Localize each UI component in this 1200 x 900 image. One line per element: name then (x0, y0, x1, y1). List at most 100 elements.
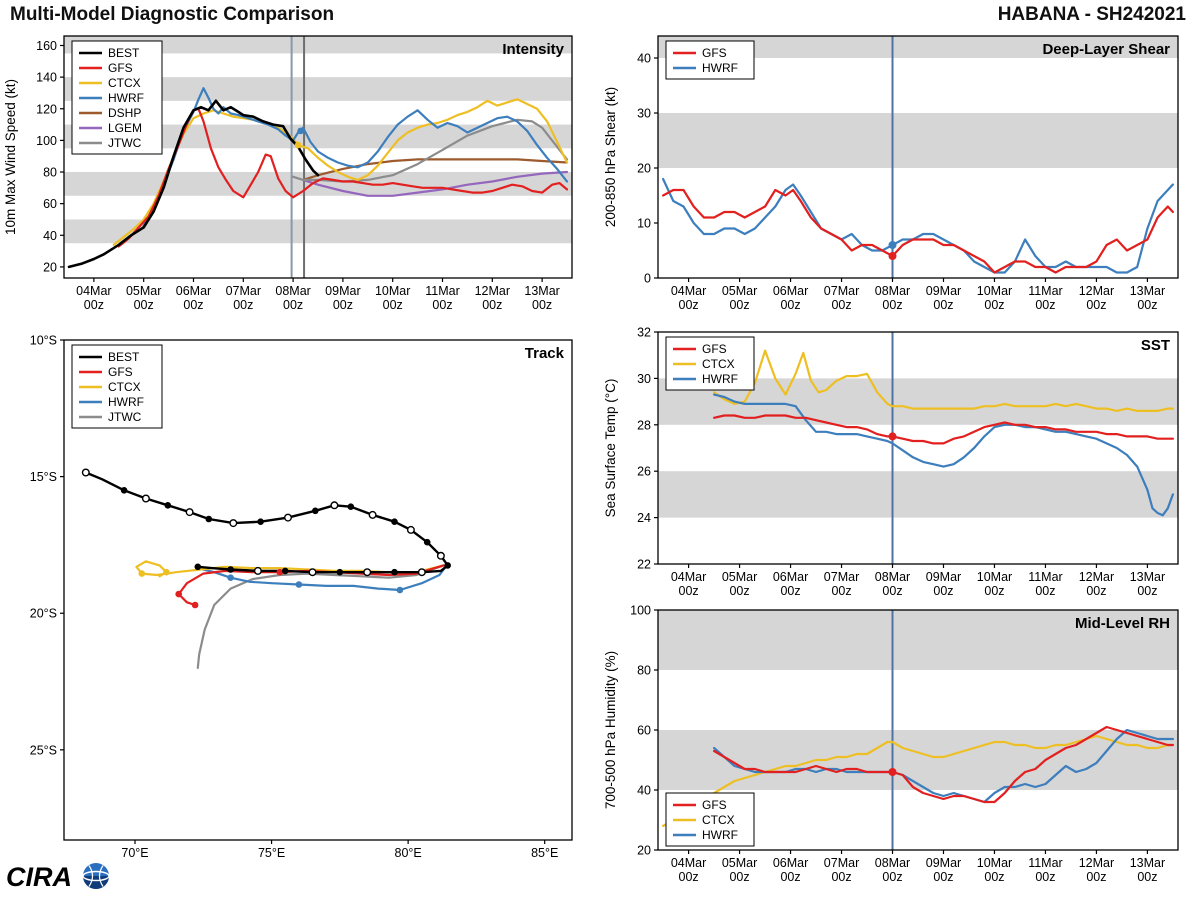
svg-text:CTCX: CTCX (108, 380, 141, 394)
svg-text:30: 30 (637, 372, 651, 386)
svg-text:0: 0 (644, 272, 651, 286)
svg-text:JTWC: JTWC (108, 136, 142, 150)
svg-text:80°E: 80°E (395, 846, 422, 860)
svg-text:00z: 00z (984, 584, 1004, 598)
svg-text:00z: 00z (1137, 298, 1157, 312)
shear-panel-label: Deep-Layer Shear (1042, 41, 1170, 58)
svg-text:09Mar: 09Mar (325, 284, 360, 298)
svg-text:00z: 00z (84, 298, 104, 312)
svg-text:70°E: 70°E (121, 846, 148, 860)
storm-title: HABANA - SH242021 (997, 4, 1186, 25)
svg-text:75°E: 75°E (258, 846, 285, 860)
svg-text:04Mar: 04Mar (671, 570, 706, 584)
svg-text:85°E: 85°E (531, 846, 558, 860)
svg-text:04Mar: 04Mar (671, 856, 706, 870)
rh-panel: 04Mar 00z 05Mar 00z 06Mar 00z 07Mar 00z 08Mar 00z… (600, 602, 1200, 900)
svg-text:00z: 00z (283, 298, 303, 312)
svg-text:12Mar: 12Mar (1079, 570, 1114, 584)
series-hwrf (142, 87, 569, 227)
svg-text:11Mar: 11Mar (1028, 284, 1063, 298)
svg-text:120: 120 (36, 102, 57, 116)
cira-logo: CIRA (4, 854, 124, 898)
svg-text:00z: 00z (1086, 870, 1106, 884)
svg-text:06Mar: 06Mar (773, 284, 808, 298)
svg-text:40: 40 (637, 784, 651, 798)
series-gfs (661, 188, 1175, 274)
svg-text:00z: 00z (729, 870, 749, 884)
svg-text:00z: 00z (933, 298, 953, 312)
svg-text:00z: 00z (482, 298, 502, 312)
svg-text:32: 32 (637, 326, 651, 340)
svg-text:GFS: GFS (108, 365, 133, 379)
svg-text:20: 20 (43, 260, 57, 274)
svg-text:140: 140 (36, 71, 57, 85)
sst-ylabel: Sea Surface Temp (°C) (603, 379, 618, 518)
svg-text:04Mar: 04Mar (76, 284, 111, 298)
svg-text:11Mar: 11Mar (1028, 570, 1063, 584)
svg-text:00z: 00z (183, 298, 203, 312)
svg-text:13Mar: 13Mar (524, 284, 559, 298)
svg-text:40: 40 (43, 229, 57, 243)
series-gfs (712, 414, 1175, 445)
svg-text:00z: 00z (933, 584, 953, 598)
svg-text:10Mar: 10Mar (977, 570, 1012, 584)
series-lgem (302, 170, 569, 197)
svg-text:05Mar: 05Mar (722, 284, 757, 298)
svg-text:00z: 00z (984, 298, 1004, 312)
shear-ylabel: 200-850 hPa Shear (kt) (603, 87, 618, 227)
series-gfs (712, 725, 1175, 804)
shear-panel: 04Mar 00z 05Mar 00z 06Mar 00z 07Mar 00z 08Mar 00z… (600, 26, 1200, 327)
svg-text:08Mar: 08Mar (875, 856, 910, 870)
svg-text:HWRF: HWRF (108, 91, 144, 105)
svg-text:09Mar: 09Mar (926, 570, 961, 584)
svg-text:160: 160 (36, 39, 57, 53)
svg-text:60: 60 (43, 197, 57, 211)
svg-text:08Mar: 08Mar (875, 284, 910, 298)
svg-text:LGEM: LGEM (108, 121, 142, 135)
svg-text:00z: 00z (1086, 298, 1106, 312)
svg-text:100: 100 (630, 604, 651, 618)
svg-text:08Mar: 08Mar (275, 284, 310, 298)
svg-text:00z: 00z (1035, 584, 1055, 598)
svg-text:13Mar: 13Mar (1130, 856, 1165, 870)
svg-text:00z: 00z (333, 298, 353, 312)
svg-text:00z: 00z (134, 298, 154, 312)
svg-text:00z: 00z (679, 584, 699, 598)
svg-text:CTCX: CTCX (108, 76, 141, 90)
svg-text:00z: 00z (1137, 584, 1157, 598)
svg-text:22: 22 (637, 558, 651, 572)
svg-text:00z: 00z (933, 870, 953, 884)
svg-text:80: 80 (43, 166, 57, 180)
svg-text:10: 10 (637, 217, 651, 231)
page-title: Multi-Model Diagnostic Comparison (10, 4, 335, 25)
svg-text:06Mar: 06Mar (773, 570, 808, 584)
svg-text:00z: 00z (882, 584, 902, 598)
cira-logo-text: CIRA (6, 862, 72, 892)
svg-text:08Mar: 08Mar (875, 570, 910, 584)
svg-text:05Mar: 05Mar (722, 570, 757, 584)
rh-ylabel: 700-500 hPa Humidity (%) (603, 651, 618, 809)
svg-text:24: 24 (637, 511, 651, 525)
svg-text:00z: 00z (679, 298, 699, 312)
svg-text:20: 20 (637, 844, 651, 858)
svg-text:00z: 00z (780, 298, 800, 312)
intensity-panel: 04Mar 00z 05Mar 00z 06Mar 00z 07Mar 00z 08Mar 00z… (0, 26, 600, 327)
intensity-panel-label: Intensity (502, 41, 564, 58)
svg-text:BEST: BEST (108, 46, 140, 60)
svg-text:GFS: GFS (702, 798, 727, 812)
svg-text:00z: 00z (1035, 298, 1055, 312)
svg-text:00z: 00z (729, 584, 749, 598)
track-panel: 70°E 75°E 80°E 85°E 10°S 15°S 20°S 25°S Track BES… (0, 332, 600, 882)
svg-text:HWRF: HWRF (108, 395, 144, 409)
svg-text:DSHP: DSHP (108, 106, 141, 120)
svg-text:13Mar: 13Mar (1130, 570, 1165, 584)
svg-text:13Mar: 13Mar (1130, 284, 1165, 298)
svg-text:CTCX: CTCX (702, 357, 735, 371)
svg-text:00z: 00z (383, 298, 403, 312)
svg-text:HWRF: HWRF (702, 372, 738, 386)
svg-text:28: 28 (637, 418, 651, 432)
svg-text:10Mar: 10Mar (977, 284, 1012, 298)
svg-text:00z: 00z (1137, 870, 1157, 884)
sst-panel: 04Mar 00z 05Mar 00z 06Mar 00z 07Mar 00z 08Mar 00z… (600, 322, 1200, 607)
svg-text:07Mar: 07Mar (226, 284, 261, 298)
